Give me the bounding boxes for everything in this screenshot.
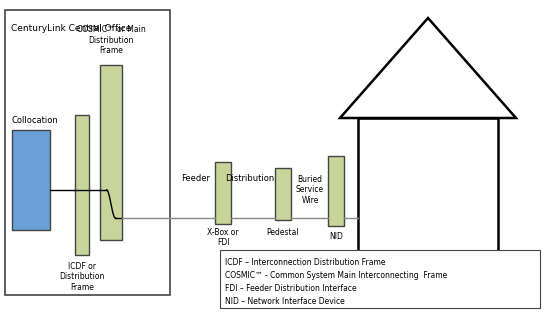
Text: Feeder: Feeder	[182, 174, 211, 183]
Bar	[220, 250, 540, 308]
Text: Pedestal: Pedestal	[267, 228, 299, 237]
Text: FDI – Feeder Distribution Interface: FDI – Feeder Distribution Interface	[225, 284, 356, 293]
Text: ICDF or
Distribution
Frame: ICDF or Distribution Frame	[59, 262, 104, 292]
Text: X-Box or
FDI: X-Box or FDI	[207, 228, 239, 247]
Text: Distribution: Distribution	[226, 174, 274, 183]
Bar	[100, 65, 122, 240]
Bar	[275, 168, 291, 220]
Text: ICDF – Interconnection Distribution Frame: ICDF – Interconnection Distribution Fram…	[225, 258, 386, 267]
Bar	[12, 130, 50, 230]
Text: COSMIC™ or Main
Distribution
Frame: COSMIC™ or Main Distribution Frame	[76, 25, 145, 55]
Bar	[215, 162, 231, 224]
Bar	[328, 156, 344, 226]
Bar	[358, 118, 498, 290]
Bar	[75, 115, 89, 255]
Text: NID – Network Interface Device: NID – Network Interface Device	[225, 297, 345, 306]
Text: Buried
Service
Wire: Buried Service Wire	[296, 175, 324, 205]
Text: CenturyLink Central Office: CenturyLink Central Office	[11, 24, 131, 33]
Bar	[5, 10, 170, 295]
Text: Collocation: Collocation	[12, 116, 59, 125]
Text: COSMIC™ - Common System Main Interconnecting  Frame: COSMIC™ - Common System Main Interconnec…	[225, 271, 447, 280]
Text: NID: NID	[329, 232, 343, 241]
Polygon shape	[340, 18, 516, 118]
